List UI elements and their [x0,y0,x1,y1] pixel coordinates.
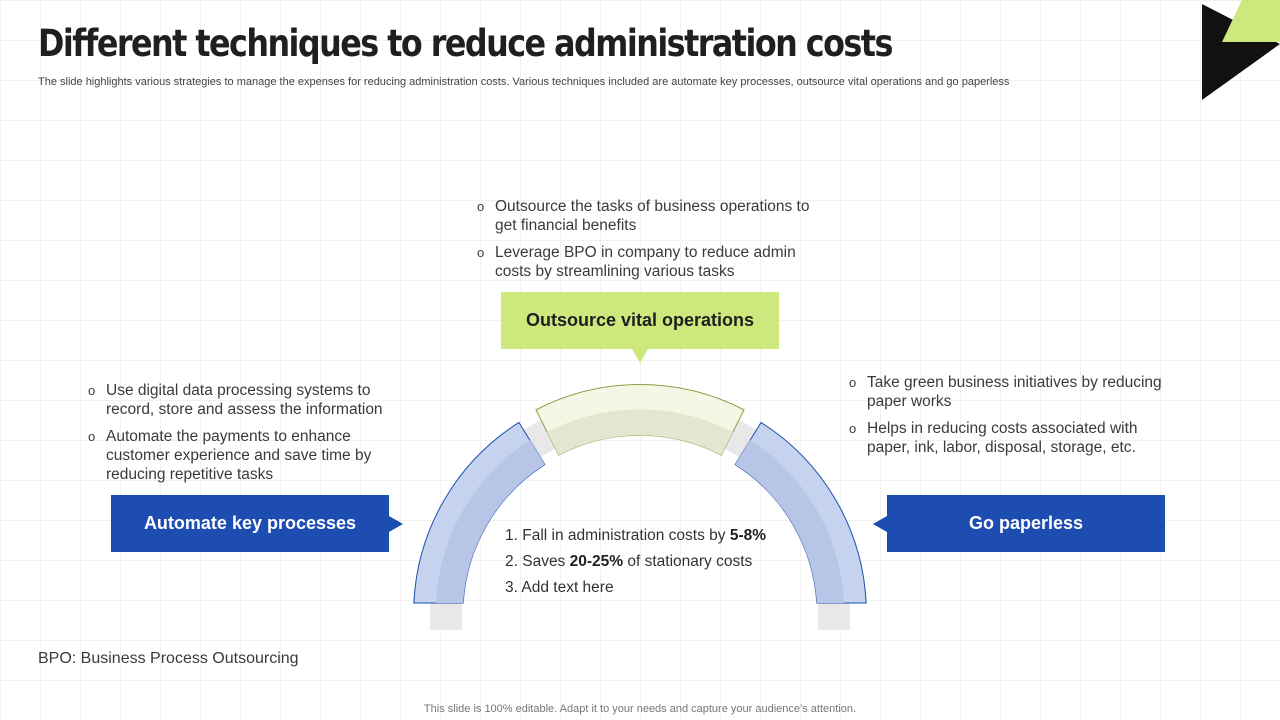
center-item-1: 1. Fall in administration costs by 5-8% [505,527,767,544]
corner-decoration [1202,0,1280,100]
semicircle-arch-diagram [413,384,867,630]
center-results-list: 1. Fall in administration costs by 5-8% … [505,527,766,605]
paperless-label: Go paperless [968,513,1084,533]
left-bullets: Use digital data processing systems to r… [88,381,408,492]
arch-segment-top-inner [547,409,733,456]
arch-segment-right-inner [735,440,844,603]
left-bullet-2: Automate the payments to enhance custome… [88,427,408,484]
center-item-2: 2. Saves 20-25% of stationary costs [505,553,753,570]
outsource-label: Outsource vital operations [525,310,755,330]
slide-subtitle: The slide highlights various strategies … [38,76,1010,88]
top-bullets: Outsource the tasks of business operatio… [477,197,822,289]
editable-footer: This slide is 100% editable. Adapt it to… [423,703,857,715]
right-bullet-2: Helps in reducing costs associated with … [849,419,1184,457]
right-bullet-1: Take green business initiatives by reduc… [849,373,1184,411]
slide-title: Different techniques to reduce administr… [38,22,893,65]
bpo-footnote: BPO: Business Process Outsourcing [38,650,299,667]
automate-label: Automate key processes [143,513,357,533]
top-bullet-1: Outsource the tasks of business operatio… [477,197,822,235]
arch-segment-left-inner [436,440,545,603]
center-item-3: 3. Add text here [505,579,614,596]
top-bullet-2: Leverage BPO in company to reduce admin … [477,243,822,281]
automate-key-processes-box: Automate key processes [111,495,403,552]
right-bullets: Take green business initiatives by reduc… [849,373,1184,465]
left-bullet-1: Use digital data processing systems to r… [88,381,408,419]
go-paperless-box: Go paperless [873,495,1165,552]
outsource-vital-operations-box: Outsource vital operations [501,292,779,363]
